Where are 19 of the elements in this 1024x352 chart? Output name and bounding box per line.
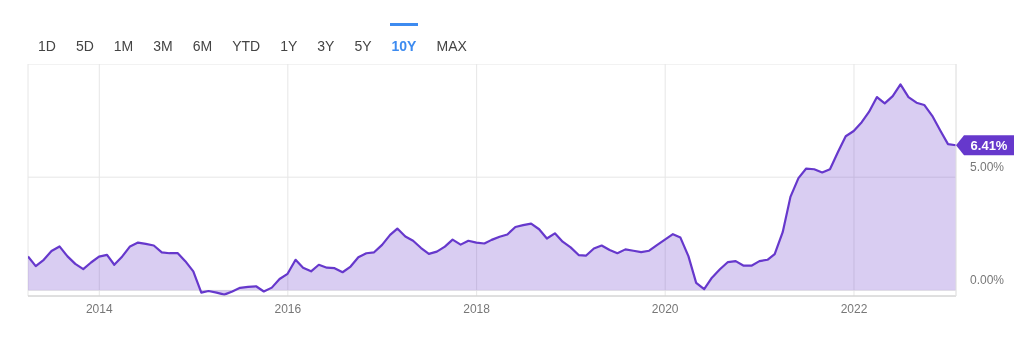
x-tick-label: 2014 xyxy=(85,301,113,316)
x-tick-label: 2018 xyxy=(463,301,491,316)
text: 1M xyxy=(112,38,135,56)
text: YTD xyxy=(231,38,262,56)
text: 3Y xyxy=(316,38,336,56)
text: 1Y xyxy=(279,38,299,56)
text: 3M xyxy=(152,38,174,56)
x-tick-label: 2020 xyxy=(651,301,679,316)
text: MAX xyxy=(435,38,468,56)
x-tick-label: 2016 xyxy=(274,301,302,316)
text: 10Y xyxy=(390,38,418,56)
text: 5D xyxy=(74,38,95,56)
x-tick-label: 2022 xyxy=(840,301,868,316)
y-tick-label: 0.00% xyxy=(970,273,1005,288)
text: 1D xyxy=(37,38,57,56)
text: 6M xyxy=(191,38,214,56)
y-tick-label: 5.00% xyxy=(970,160,1005,175)
text: 5Y xyxy=(353,38,373,56)
annotation: 6.41% xyxy=(970,138,1008,154)
